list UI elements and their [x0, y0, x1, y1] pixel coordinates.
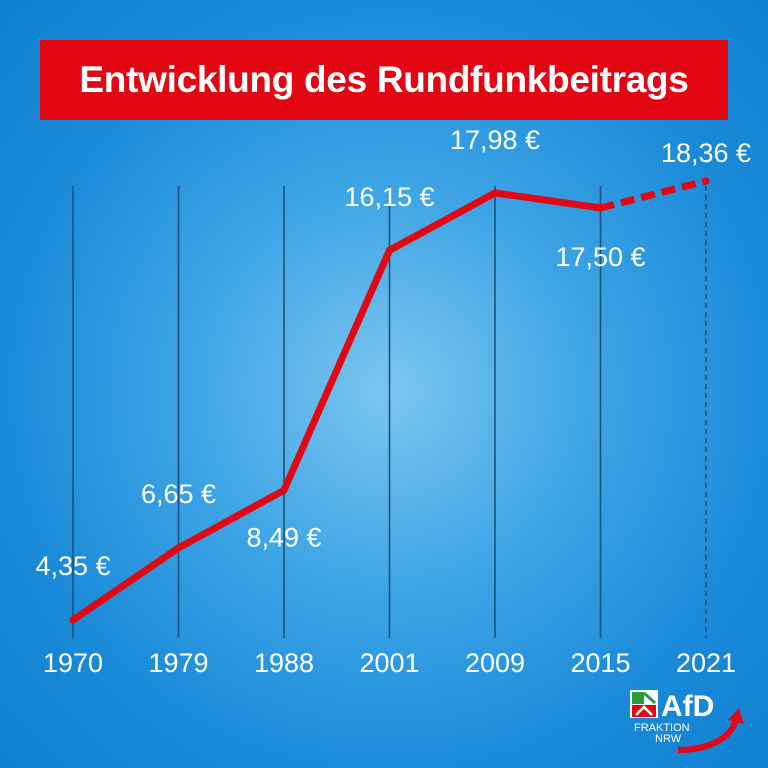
logo-arrow-head: [728, 708, 744, 724]
data-label: 18,36 €: [661, 138, 751, 168]
logo-line2: NRW: [655, 733, 682, 745]
logo-line1: FRAKTION: [634, 722, 690, 734]
data-point: [491, 189, 499, 197]
data-point: [280, 486, 288, 494]
x-tick-label: 2015: [570, 648, 630, 678]
x-tick-label: 2009: [465, 648, 525, 678]
afd-logo: AfD FRAKTION NRW: [630, 690, 744, 753]
data-label: 17,98 €: [450, 125, 540, 155]
data-point: [702, 177, 710, 185]
data-point: [597, 204, 604, 212]
data-label: 17,50 €: [555, 242, 645, 272]
data-label: 16,15 €: [344, 182, 434, 212]
data-point: [386, 246, 393, 254]
series-line-projection: [599, 177, 707, 212]
logo-swoosh: [677, 718, 739, 753]
x-tick-label: 2021: [676, 648, 736, 678]
series-line: [69, 189, 604, 624]
logo-brand: AfD: [661, 690, 714, 723]
data-point: [69, 616, 77, 624]
x-tick-label: 1979: [148, 648, 208, 678]
data-point: [175, 544, 182, 552]
data-label: 8,49 €: [246, 522, 321, 552]
x-tick-label: 2001: [359, 648, 419, 678]
data-label: 6,65 €: [141, 479, 216, 509]
nrw-coat-of-arms-icon: [630, 690, 658, 718]
data-label: 4,35 €: [35, 551, 110, 581]
x-tick-label: 1970: [43, 648, 103, 678]
x-tick-label: 1988: [254, 648, 314, 678]
chart-title: Entwicklung des Rundfunkbeitrags: [79, 59, 689, 100]
title-banner: Entwicklung des Rundfunkbeitrags: [40, 40, 728, 120]
